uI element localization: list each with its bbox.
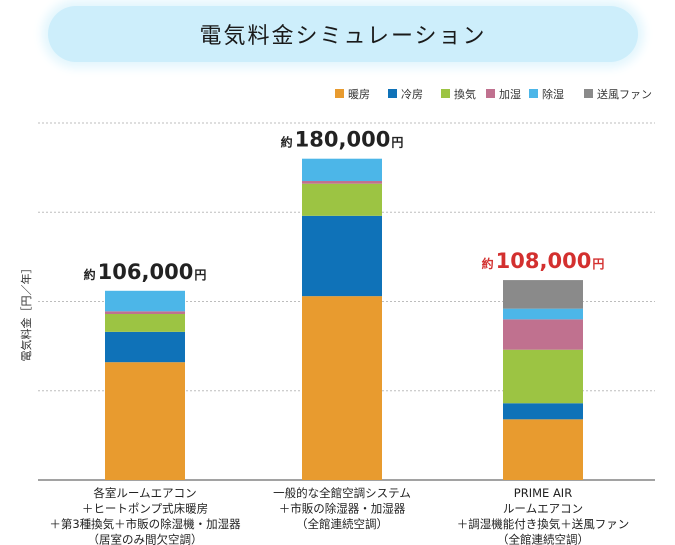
category-label-line: ＋調湿機能付き換気＋送風ファン bbox=[457, 517, 630, 531]
legend-item: 暖房 bbox=[335, 88, 370, 101]
legend-swatch bbox=[335, 89, 344, 98]
category-label-line: （居室のみ間欠空調） bbox=[88, 533, 203, 545]
bar-segment bbox=[503, 419, 583, 480]
legend-label: 冷房 bbox=[401, 88, 423, 101]
legend-swatch bbox=[441, 89, 450, 98]
bar-segment bbox=[503, 349, 583, 404]
legend-item: 除湿 bbox=[529, 87, 564, 101]
bar-stack bbox=[105, 290, 185, 480]
legend-label: 加湿 bbox=[499, 88, 521, 101]
total-label: 約106,000円 bbox=[84, 260, 207, 284]
bar-segment bbox=[302, 215, 382, 297]
total-label: 約180,000円 bbox=[281, 128, 404, 152]
total-unit: 円 bbox=[592, 257, 604, 271]
bar-segment bbox=[105, 311, 185, 314]
legend: 暖房 冷房 換気 加湿 除湿 送風ファン bbox=[335, 87, 652, 101]
total-prefix: 約 bbox=[281, 135, 293, 150]
category-label: PRIME AIR ルームエアコン＋調湿機能付き換気＋送風ファン （全館連続空調） bbox=[457, 486, 630, 545]
legend-label: 送風ファン bbox=[597, 87, 652, 101]
legend-swatch bbox=[486, 89, 495, 98]
category-label: 一般的な全館空調システム ＋市販の除湿器・加湿器（全館連続空調） bbox=[273, 486, 411, 531]
chart-title: 電気料金シミュレーション bbox=[199, 24, 487, 49]
bar-segment bbox=[503, 319, 583, 350]
legend-label: 除湿 bbox=[542, 87, 564, 101]
category-label-line: （全館連続空調） bbox=[497, 533, 589, 545]
bar-segment bbox=[503, 308, 583, 320]
title-banner: 電気料金シミュレーション bbox=[48, 6, 638, 62]
category-label: 各室ルームエアコン ＋ヒートポンプ式床暖房＋第3種換気＋市販の除湿機・加湿器 （居室… bbox=[49, 486, 241, 545]
bar-segment bbox=[105, 313, 185, 332]
category-label-line: ＋第3種換気＋市販の除湿機・加湿器 bbox=[49, 517, 241, 531]
total-prefix: 約 bbox=[84, 267, 96, 282]
total-value: 180,000 bbox=[295, 128, 391, 152]
y-axis-label: 電気料金［円／年］ bbox=[19, 263, 33, 362]
legend-item: 換気 bbox=[441, 87, 476, 101]
category-label-line: 一般的な全館空調システム bbox=[273, 486, 411, 500]
legend-label: 暖房 bbox=[348, 88, 370, 101]
legend-item: 送風ファン bbox=[584, 87, 652, 101]
total-unit: 円 bbox=[194, 268, 206, 282]
bar-segment bbox=[503, 403, 583, 420]
bar-segment bbox=[105, 290, 185, 312]
legend-swatch bbox=[529, 89, 538, 98]
category-label-line: ルームエアコン bbox=[503, 502, 583, 516]
bar-segment bbox=[302, 158, 382, 182]
bar-segment bbox=[105, 362, 185, 480]
legend-item: 冷房 bbox=[388, 88, 423, 101]
legend-label: 換気 bbox=[454, 87, 476, 101]
legend-item: 加湿 bbox=[486, 88, 521, 101]
category-label-line: PRIME AIR bbox=[514, 486, 572, 500]
legend-swatch bbox=[388, 89, 397, 98]
bar-stack bbox=[503, 280, 583, 480]
bar-stack bbox=[302, 158, 382, 480]
total-unit: 円 bbox=[391, 136, 403, 150]
bar-segment bbox=[105, 331, 185, 363]
category-label-line: ＋市販の除湿器・加湿器 bbox=[279, 502, 406, 516]
legend-swatch bbox=[584, 89, 593, 98]
category-label-line: ＋ヒートポンプ式床暖房 bbox=[82, 502, 208, 516]
bar-segment bbox=[302, 183, 382, 216]
total-prefix: 約 bbox=[482, 256, 494, 271]
total-value: 108,000 bbox=[496, 249, 592, 273]
total-label: 約108,000円 bbox=[482, 249, 605, 273]
total-value: 106,000 bbox=[98, 260, 194, 284]
bar-segment bbox=[503, 280, 583, 309]
bar-segment bbox=[302, 181, 382, 184]
bar-segment bbox=[302, 296, 382, 480]
category-label-line: 各室ルームエアコン bbox=[93, 486, 196, 500]
category-label-line: （全館連続空調） bbox=[296, 517, 388, 531]
